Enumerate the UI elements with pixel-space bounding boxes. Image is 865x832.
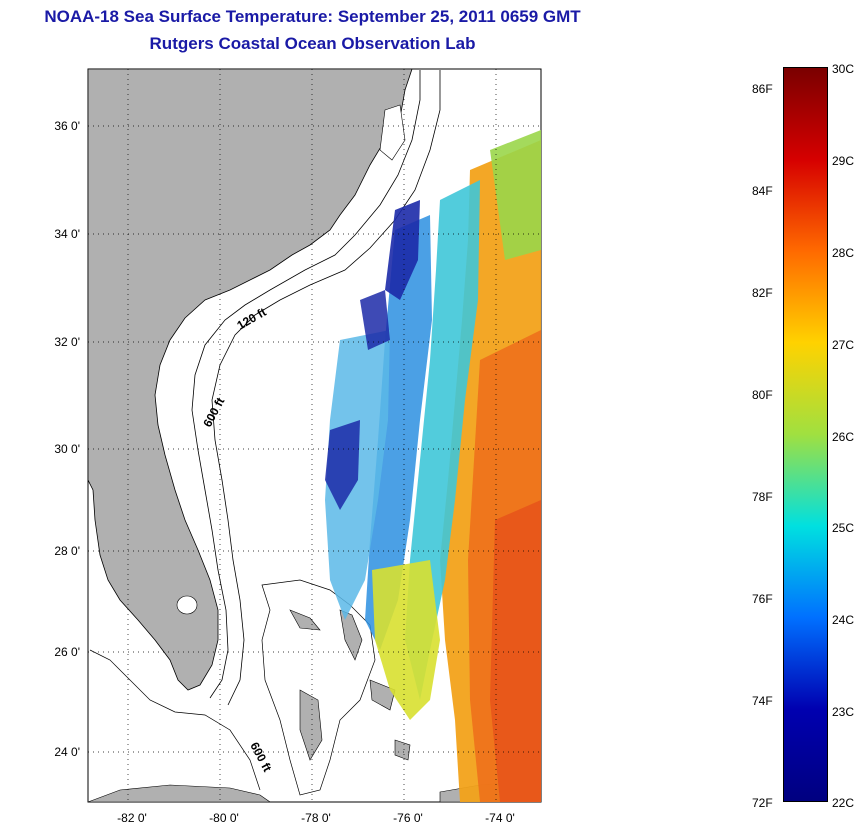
colorbar-label-c: 30C	[832, 62, 855, 76]
colorbar-label-c: 24C	[832, 613, 855, 627]
us-land	[87, 68, 413, 691]
colorbar-label-f: 84F	[752, 184, 773, 198]
lat-tick: 32 0'	[54, 335, 80, 349]
lat-tick: 26 0'	[54, 645, 80, 659]
bahamas-island	[289, 609, 321, 631]
contour-keys	[89, 649, 261, 791]
lon-tick: -76 0'	[393, 811, 423, 825]
colorbar-label-f: 80F	[752, 388, 773, 402]
colorbar-label-f: 74F	[752, 694, 773, 708]
colorbar-label-c: 28C	[832, 246, 855, 260]
contour-120ft	[191, 70, 421, 699]
lon-tick: -74 0'	[485, 811, 515, 825]
lon-tick: -78 0'	[301, 811, 331, 825]
colorbar-label-f: 82F	[752, 286, 773, 300]
colorbar-label-f: 78F	[752, 490, 773, 504]
colorbar-label-c: 26C	[832, 430, 855, 444]
colorbar-label-f: 72F	[752, 796, 773, 810]
colorbar-label-c: 25C	[832, 521, 855, 535]
pamlico-sound	[379, 104, 406, 161]
colorbar-label-c: 29C	[832, 154, 855, 168]
lon-tick: -80 0'	[209, 811, 239, 825]
sst-colorbar	[783, 67, 828, 802]
colorbar-label-c: 27C	[832, 338, 855, 352]
cuba-land	[87, 784, 271, 803]
map-grid	[88, 69, 541, 802]
colorbar-label-c: 22C	[832, 796, 855, 810]
lat-tick: 34 0'	[54, 227, 80, 241]
map-subtitle: Rutgers Coastal Ocean Observation Lab	[149, 34, 476, 53]
colorbar-label-c: 23C	[832, 705, 855, 719]
contour-600ft	[211, 70, 441, 706]
lat-tick: 28 0'	[54, 544, 80, 558]
lake-okeechobee	[176, 595, 198, 615]
map-title: NOAA-18 Sea Surface Temperature: Septemb…	[44, 7, 581, 26]
lon-tick: -82 0'	[117, 811, 147, 825]
lat-tick: 36 0'	[54, 119, 80, 133]
lat-tick: 30 0'	[54, 442, 80, 456]
lat-tick: 24 0'	[54, 745, 80, 759]
colorbar-label-f: 86F	[752, 82, 773, 96]
bahamas-island	[394, 739, 411, 761]
bahamas-island	[299, 689, 323, 761]
colorbar-label-f: 76F	[752, 592, 773, 606]
bahamas-island	[339, 609, 363, 661]
bahamas-island	[369, 679, 396, 711]
sst-data	[325, 130, 541, 802]
